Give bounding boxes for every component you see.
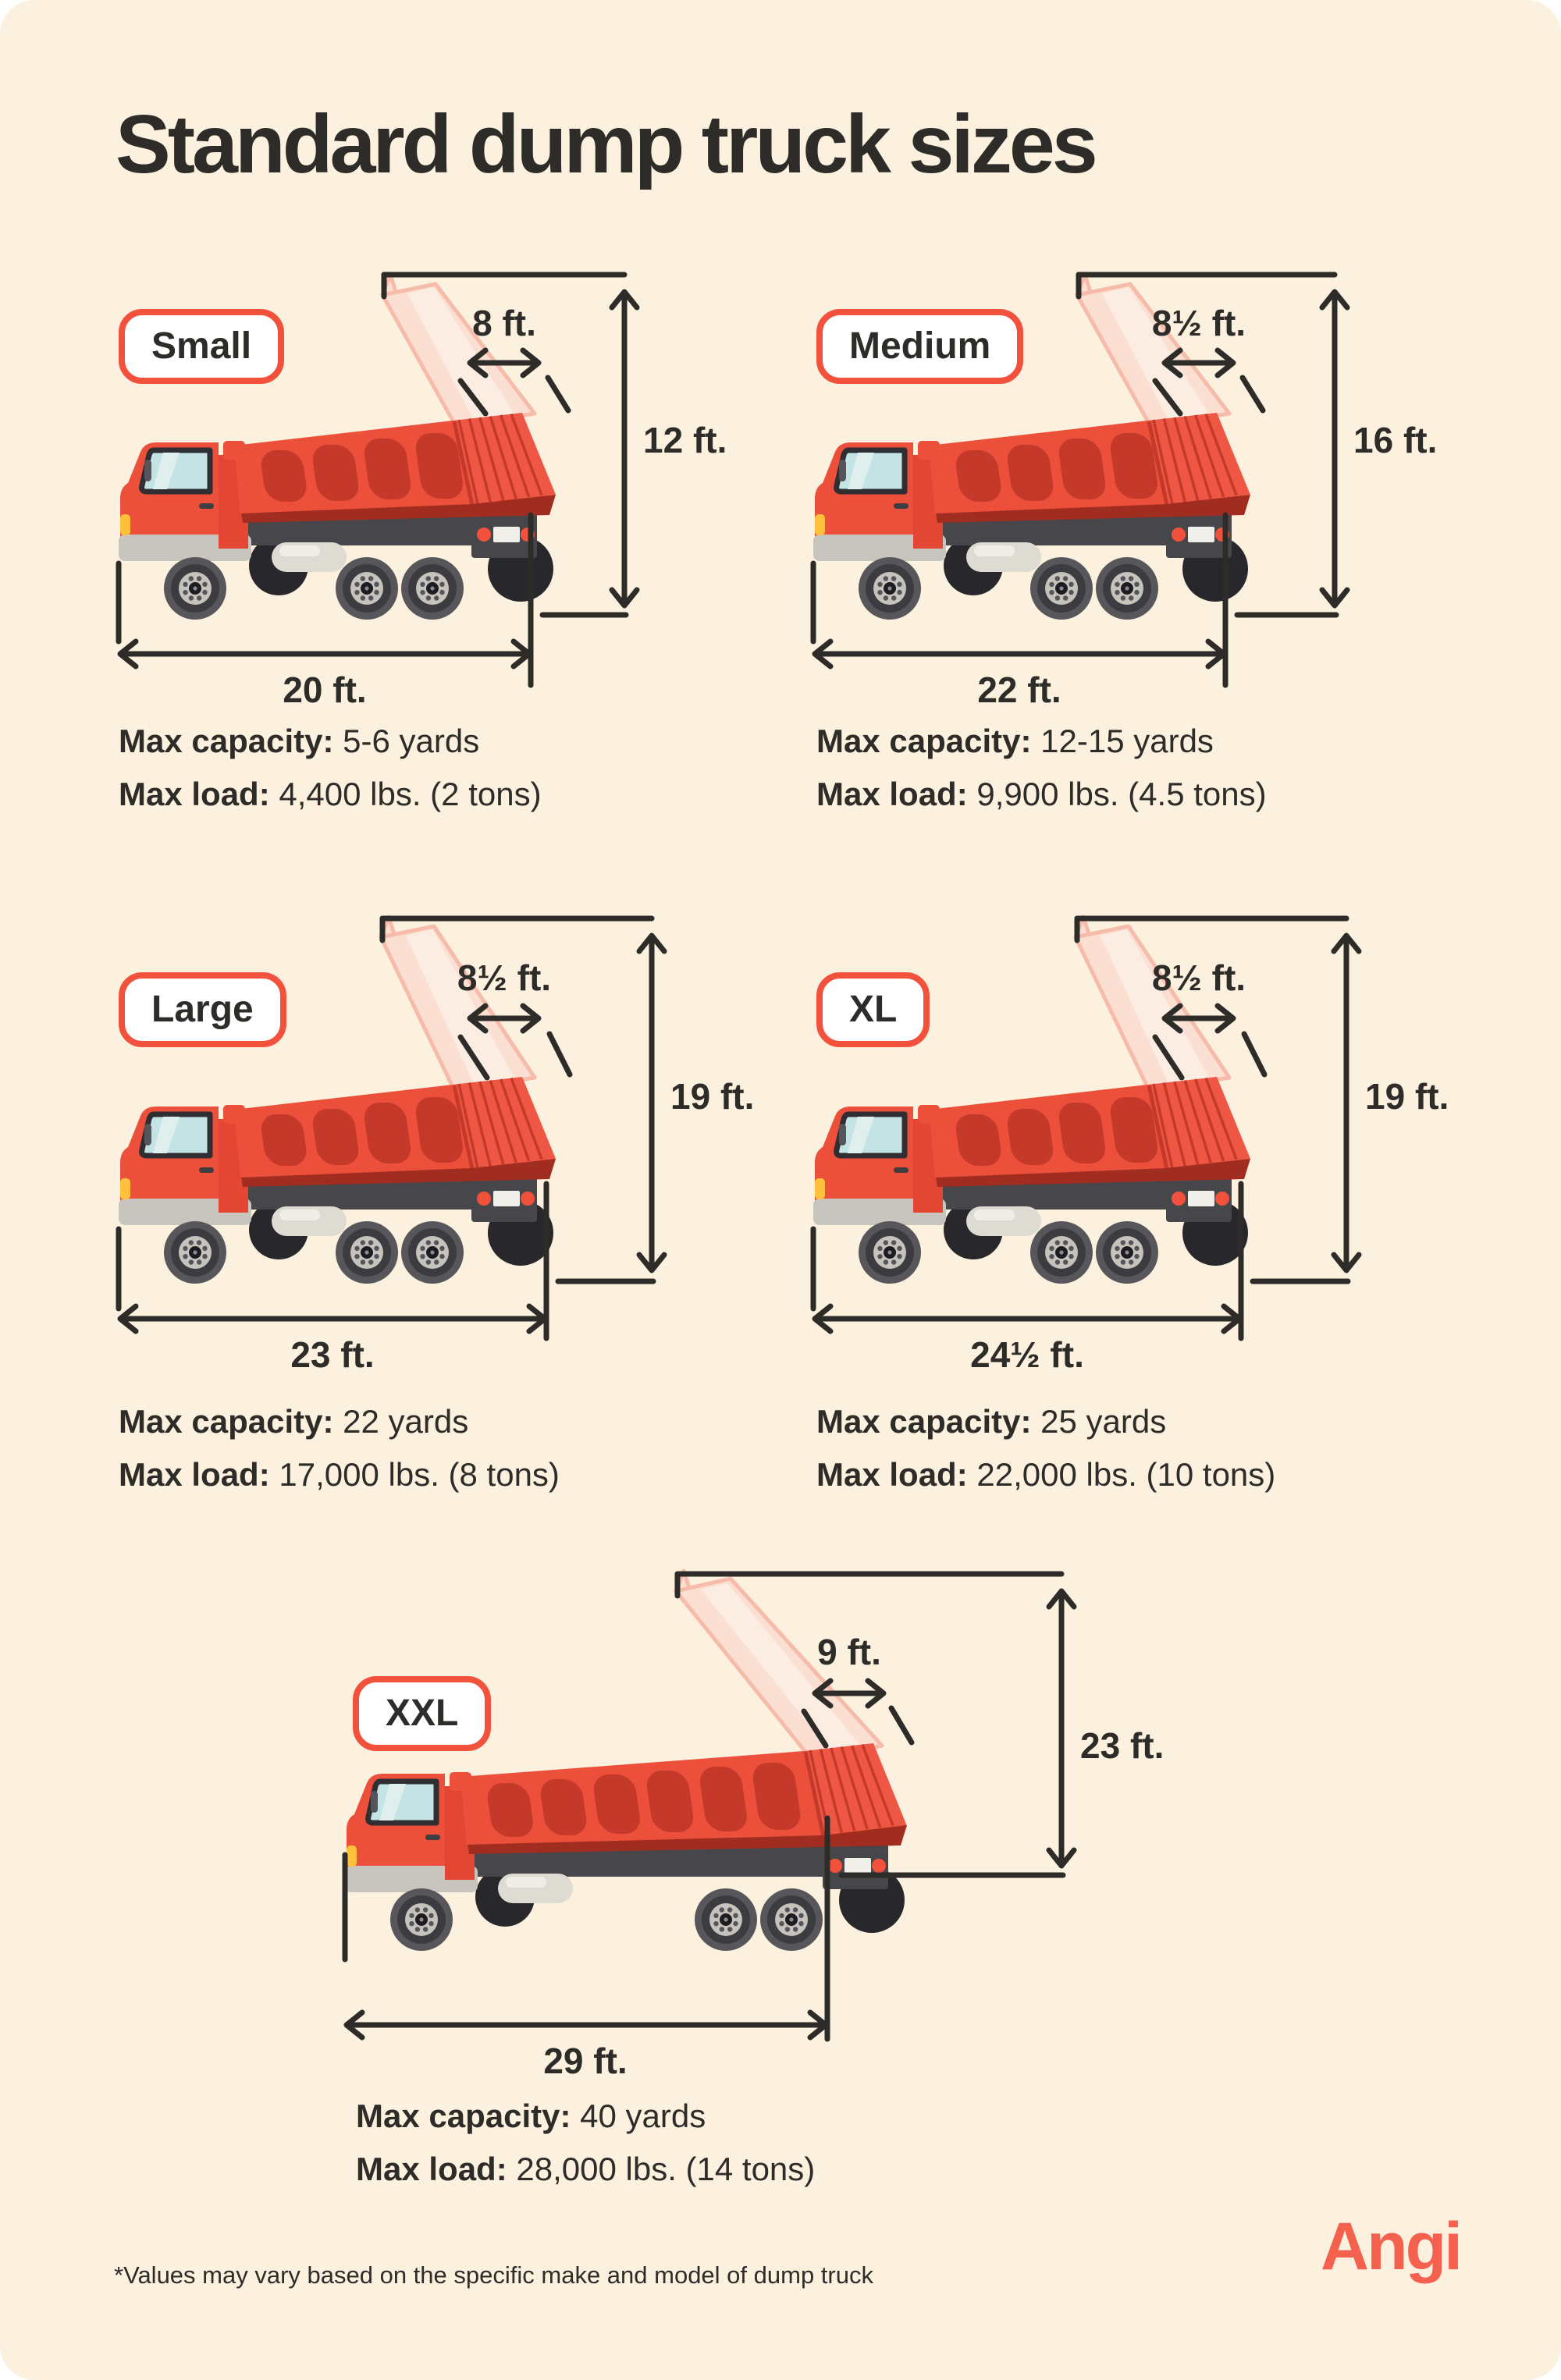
max-capacity-value: 5-6 yards [343, 723, 480, 759]
pink-dump-streak [380, 272, 537, 428]
max-capacity-value: 22 yards [343, 1403, 469, 1440]
page-title: Standard dump truck sizes [116, 98, 1098, 190]
size-badge-large: Large [119, 972, 286, 1047]
size-badge-small: Small [119, 309, 285, 384]
height-dimension-label: 16 ft. [1353, 420, 1437, 460]
dump-truck-illustration [119, 413, 556, 620]
width-dimension-label: 8½ ft. [1152, 957, 1246, 998]
max-load-value: 17,000 lbs. (8 tons) [279, 1456, 560, 1494]
width-dimension-label: 8 ft. [472, 303, 536, 343]
height-dimension-label: 23 ft. [1080, 1725, 1164, 1766]
size-badge-xl: XL [816, 972, 930, 1047]
specs-xxl: Max capacity: 40 yards Max load: 28,000 … [356, 2090, 815, 2196]
dump-truck-diagram: 19 ft. 8½ ft. 24½ ft. [810, 915, 1449, 1375]
dump-truck-diagram: 19 ft. 8½ ft. 23 ft. [116, 915, 754, 1375]
width-dimension: 8½ ft. [1152, 303, 1266, 417]
max-capacity-label: Max capacity: [816, 1403, 1032, 1440]
max-load-value: 22,000 lbs. (10 tons) [976, 1456, 1276, 1494]
height-dimension: 16 ft. [1076, 272, 1437, 618]
max-load-value: 9,900 lbs. (4.5 tons) [976, 776, 1267, 813]
max-capacity-value: 40 yards [580, 2098, 706, 2134]
width-dimension: 8½ ft. [1152, 957, 1268, 1081]
pink-dump-streak [1073, 915, 1232, 1092]
pink-dump-streak [1075, 272, 1232, 428]
dump-truck-diagram: 16 ft. 8½ ft. 22 ft. [810, 272, 1437, 710]
angi-logo: Angi [1321, 2209, 1463, 2284]
max-capacity-line: Max capacity: 12-15 yards [816, 715, 1267, 768]
size-badge-medium: Medium [816, 309, 1024, 384]
max-capacity-line: Max capacity: 40 yards [356, 2090, 815, 2143]
specs-medium: Max capacity: 12-15 yards Max load: 9,90… [816, 715, 1267, 821]
max-capacity-line: Max capacity: 22 yards [119, 1395, 560, 1448]
max-capacity-label: Max capacity: [119, 1403, 334, 1440]
truck-figure-xl: 19 ft. 8½ ft. 24½ ft. [804, 901, 1506, 1408]
width-dimension: 8 ft. [457, 303, 571, 417]
max-capacity-line: Max capacity: 25 yards [816, 1395, 1275, 1448]
length-dimension: 24½ ft. [810, 1181, 1244, 1375]
height-dimension: 12 ft. [381, 272, 727, 618]
length-dimension-label: 23 ft. [290, 1334, 374, 1375]
max-load-label: Max load: [119, 1456, 270, 1494]
length-dimension: 29 ft. [342, 1815, 830, 2081]
length-dimension-label: 20 ft. [283, 670, 366, 710]
dump-truck-illustration [345, 1743, 907, 1951]
max-load-line: Max load: 22,000 lbs. (10 tons) [816, 1448, 1275, 1501]
dump-truck-illustration [119, 1077, 556, 1284]
truck-figure-small: 12 ft. 8 ft. 20 ft. [109, 258, 812, 741]
length-dimension-label: 24½ ft. [970, 1334, 1084, 1375]
max-load-label: Max load: [816, 776, 968, 813]
width-dimension-label: 9 ft. [817, 1632, 881, 1672]
height-dimension-label: 19 ft. [670, 1076, 754, 1117]
max-load-line: Max load: 4,400 lbs. (2 tons) [119, 768, 542, 821]
max-load-label: Max load: [356, 2151, 507, 2188]
specs-large: Max capacity: 22 yards Max load: 17,000 … [119, 1395, 560, 1501]
length-dimension: 23 ft. [116, 1181, 549, 1375]
height-dimension: 19 ft. [1074, 915, 1449, 1284]
truck-figure-medium: 16 ft. 8½ ft. 22 ft. [804, 258, 1506, 741]
length-dimension-label: 22 ft. [977, 670, 1061, 710]
truck-figure-large: 19 ft. 8½ ft. 23 ft. [109, 901, 812, 1408]
dump-truck-illustration [813, 1077, 1250, 1284]
dump-truck-illustration [813, 413, 1250, 620]
length-dimension: 22 ft. [810, 512, 1229, 710]
height-dimension-label: 12 ft. [643, 420, 727, 460]
max-capacity-line: Max capacity: 5-6 yards [119, 715, 542, 768]
disclaimer-footnote: *Values may vary based on the specific m… [114, 2261, 873, 2289]
max-capacity-label: Max capacity: [119, 723, 334, 759]
height-dimension: 23 ft. [674, 1571, 1164, 1878]
specs-xl: Max capacity: 25 yards Max load: 22,000 … [816, 1395, 1275, 1501]
dump-truck-diagram: 12 ft. 8 ft. 20 ft. [116, 272, 727, 710]
height-dimension-label: 19 ft. [1365, 1076, 1449, 1117]
pink-dump-streak [379, 915, 537, 1092]
specs-small: Max capacity: 5-6 yards Max load: 4,400 … [119, 715, 542, 821]
max-load-line: Max load: 17,000 lbs. (8 tons) [119, 1448, 560, 1501]
max-load-line: Max load: 9,900 lbs. (4.5 tons) [816, 768, 1267, 821]
truck-figure-xxl: 23 ft. 9 ft. 29 ft. [336, 1557, 1241, 2095]
pink-dump-streak [674, 1568, 884, 1762]
max-load-label: Max load: [119, 776, 270, 813]
width-dimension-label: 8½ ft. [457, 957, 551, 998]
max-load-line: Max load: 28,000 lbs. (14 tons) [356, 2143, 815, 2196]
size-badge-xxl: XXL [353, 1676, 492, 1751]
length-dimension: 20 ft. [116, 512, 534, 710]
dump-truck-diagram: 23 ft. 9 ft. 29 ft. [342, 1568, 1164, 2081]
max-capacity-label: Max capacity: [356, 2098, 571, 2134]
height-dimension: 19 ft. [379, 915, 754, 1284]
width-dimension: 8½ ft. [457, 957, 573, 1081]
max-capacity-value: 25 yards [1040, 1403, 1167, 1440]
max-load-value: 4,400 lbs. (2 tons) [279, 776, 542, 813]
length-dimension-label: 29 ft. [543, 2041, 627, 2081]
max-load-value: 28,000 lbs. (14 tons) [516, 2151, 816, 2188]
width-dimension-label: 8½ ft. [1152, 303, 1246, 343]
max-load-label: Max load: [816, 1456, 968, 1494]
width-dimension: 9 ft. [801, 1632, 915, 1749]
max-capacity-label: Max capacity: [816, 723, 1032, 759]
max-capacity-value: 12-15 yards [1040, 723, 1214, 759]
